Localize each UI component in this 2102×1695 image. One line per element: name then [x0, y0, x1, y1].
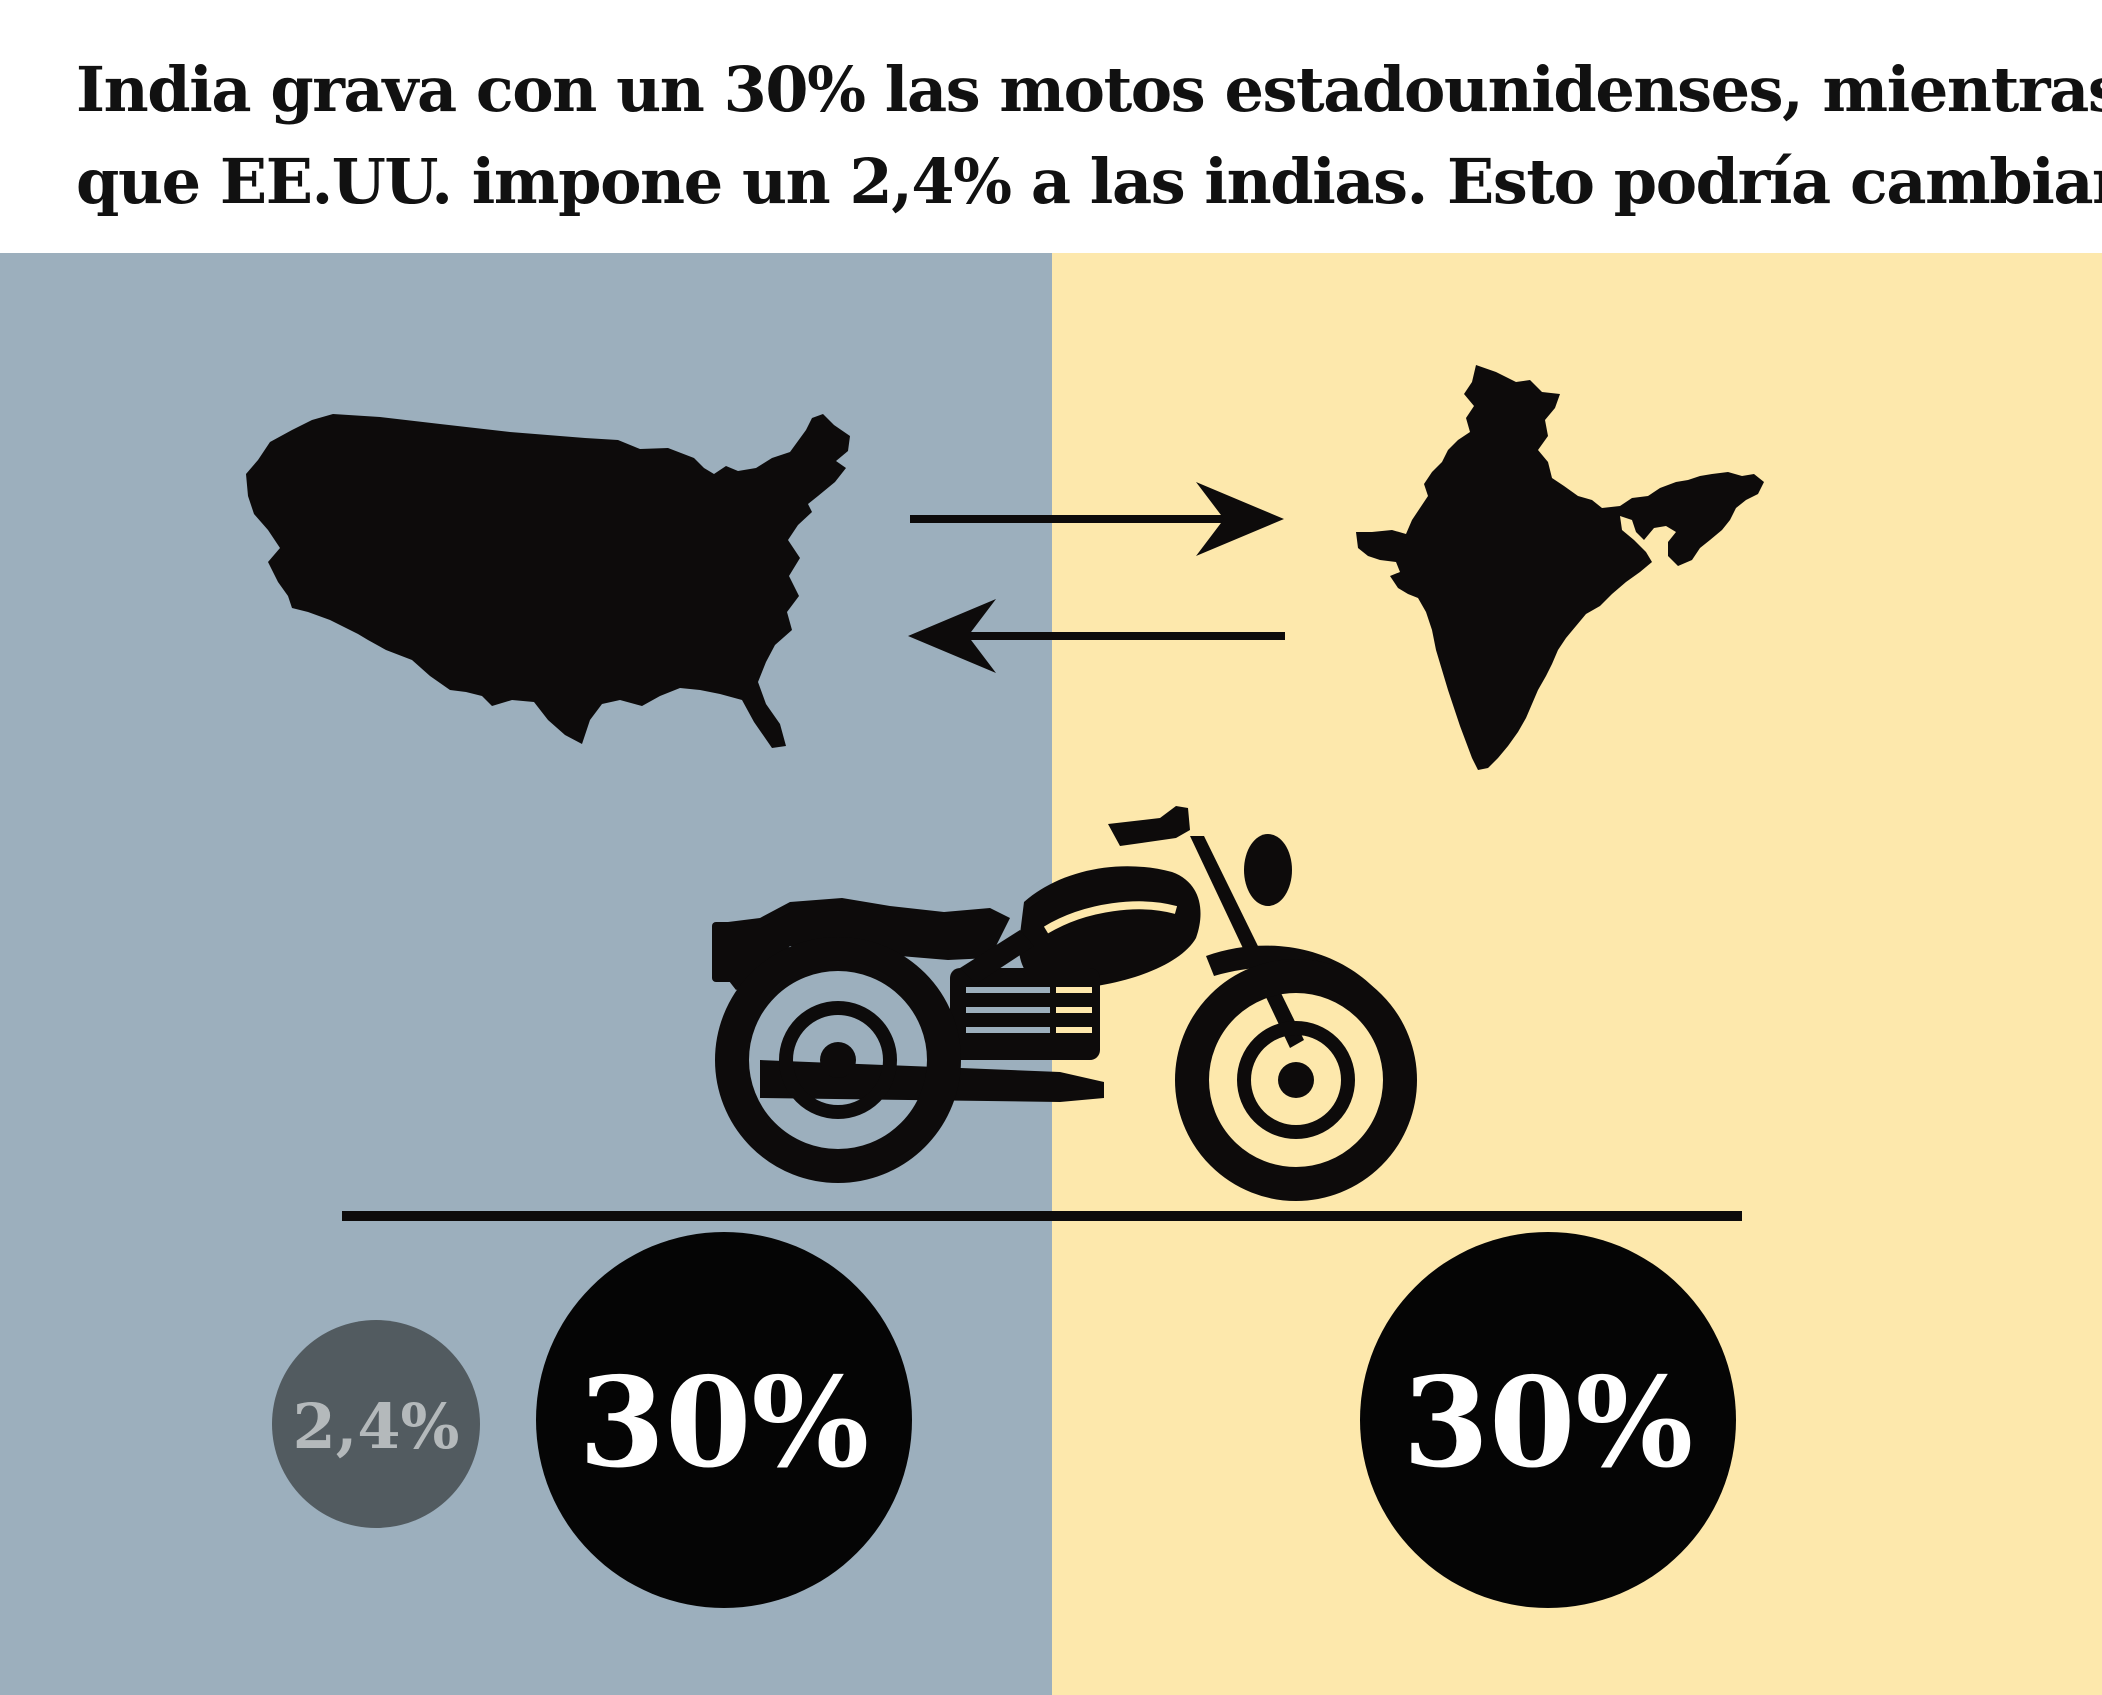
arrow-right-icon — [910, 482, 1284, 556]
india-map-icon — [1356, 365, 1764, 770]
us-current-tariff-value: 2,4% — [293, 1390, 460, 1463]
india-tariff-circle: 30% — [1360, 1232, 1736, 1608]
us-current-tariff-circle: 2,4% — [272, 1320, 480, 1528]
headline-line-2: que EE.UU. impone un 2,4% a las indias. … — [76, 145, 2102, 218]
india-tariff-value: 30% — [1403, 1351, 1693, 1496]
arrow-left-icon — [908, 599, 1285, 673]
headline: India grava con un 30% las motos estadou… — [76, 44, 2102, 228]
us-possible-tariff-value: 30% — [579, 1351, 869, 1496]
headline-line-1: India grava con un 30% las motos estadou… — [76, 53, 2102, 126]
rear-wheel — [715, 937, 961, 1183]
us-possible-tariff-circle: 30% — [536, 1232, 912, 1608]
front-wheel — [1175, 959, 1417, 1201]
motorcycle-icon — [712, 806, 1417, 1201]
usa-map-icon — [246, 414, 850, 748]
